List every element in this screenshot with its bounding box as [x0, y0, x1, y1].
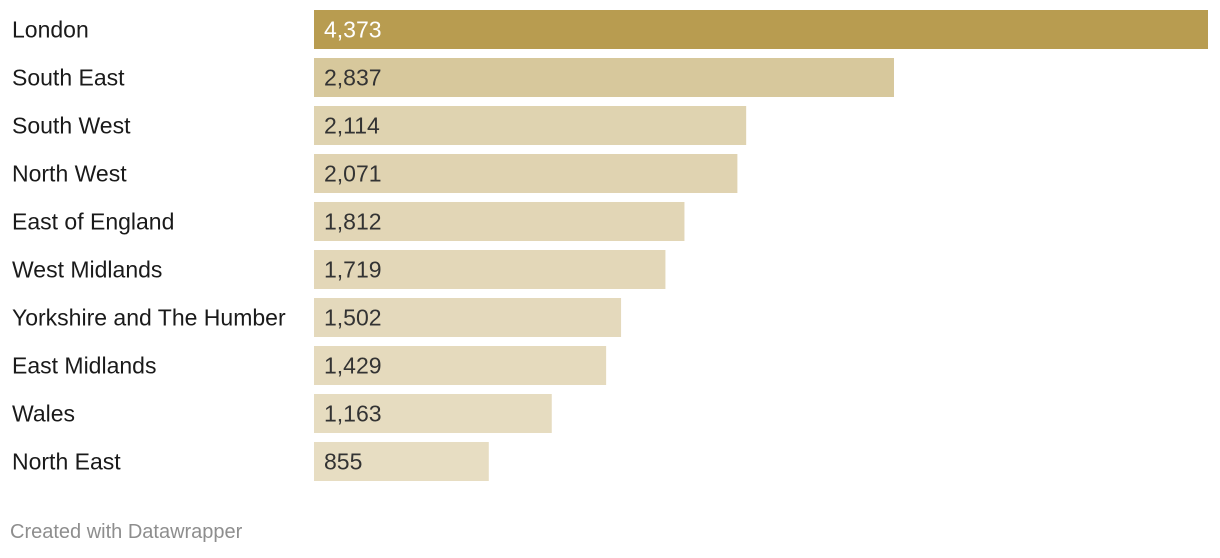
- value-label: 855: [324, 449, 362, 475]
- bar: [314, 202, 685, 241]
- value-label: 1,502: [324, 305, 382, 331]
- category-label: London: [12, 17, 89, 43]
- bar-row: West Midlands 1,719: [12, 250, 666, 289]
- bar-row: North West 2,071: [12, 154, 738, 193]
- value-label: 1,163: [324, 401, 382, 427]
- bar-row: Yorkshire and The Humber 1,502: [12, 298, 622, 337]
- bar-row: South East 2,837: [12, 58, 894, 97]
- category-label: East of England: [12, 209, 174, 235]
- datawrapper-credit[interactable]: Created with Datawrapper: [10, 521, 243, 543]
- bar: [314, 154, 738, 193]
- bar-chart: London 4,373 South East 2,837 South West 2,11…: [12, 10, 1208, 481]
- category-label: East Midlands: [12, 353, 156, 379]
- bar-row: East of England 1,812: [12, 202, 685, 241]
- value-label: 2,114: [324, 113, 380, 139]
- value-label: 2,837: [324, 65, 382, 91]
- bar: [314, 346, 607, 385]
- bar: [314, 10, 1208, 49]
- bar: [314, 298, 622, 337]
- value-label: 2,071: [324, 161, 382, 187]
- bar: [314, 58, 894, 97]
- value-label: 4,373: [324, 17, 382, 43]
- category-label: North West: [12, 161, 127, 187]
- value-label: 1,429: [324, 353, 382, 379]
- bar: [314, 106, 747, 145]
- bar: [314, 394, 552, 433]
- category-label: Yorkshire and The Humber: [12, 305, 286, 331]
- value-label: 1,719: [324, 257, 382, 283]
- bar: [314, 442, 489, 481]
- bar-row: East Midlands 1,429: [12, 346, 607, 385]
- category-label: Wales: [12, 401, 75, 427]
- category-label: South West: [12, 113, 131, 139]
- category-label: South East: [12, 65, 125, 91]
- bar-row: North East 855: [12, 442, 489, 481]
- bar-row: Wales 1,163: [12, 394, 552, 433]
- category-label: North East: [12, 449, 121, 475]
- bar: [314, 250, 666, 289]
- category-label: West Midlands: [12, 257, 162, 283]
- value-label: 1,812: [324, 209, 382, 235]
- bar-row: South West 2,114: [12, 106, 747, 145]
- bar-row: London 4,373: [12, 10, 1208, 49]
